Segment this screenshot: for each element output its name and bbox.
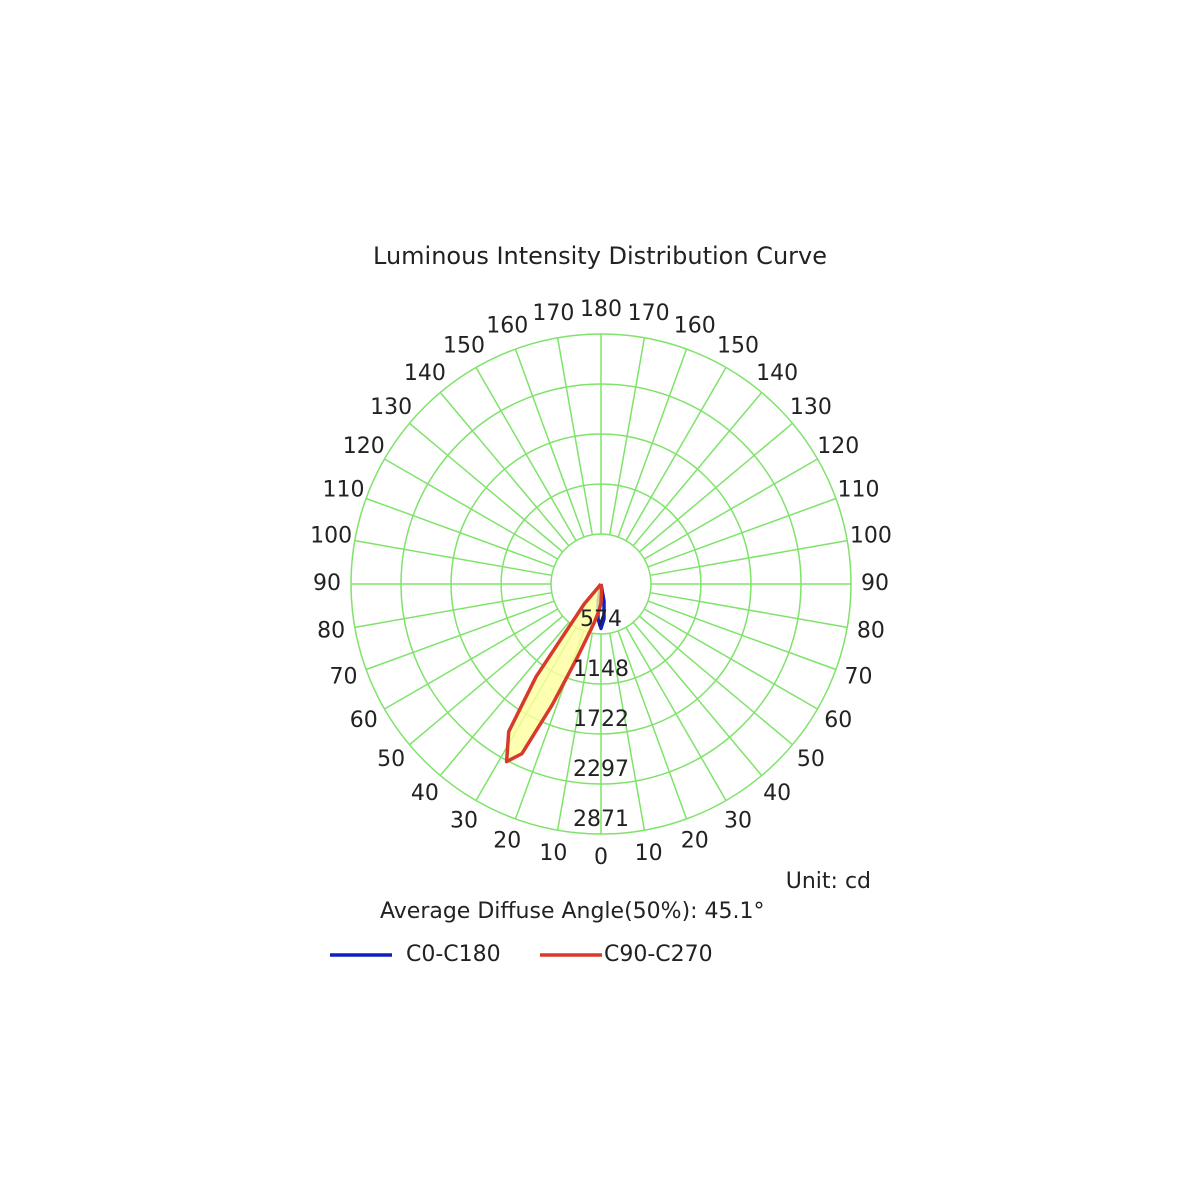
grid-spoke xyxy=(638,422,793,553)
angle-label: 110 xyxy=(323,477,365,502)
grid-spoke xyxy=(365,600,555,671)
annotation: Average Diffuse Angle(50%): 45.1° xyxy=(380,899,765,924)
angle-label: 180 xyxy=(580,297,622,322)
angle-label: 30 xyxy=(724,808,752,833)
angle-label: 30 xyxy=(450,808,478,833)
angle-label: 10 xyxy=(539,841,567,866)
angle-label: 160 xyxy=(486,314,528,339)
angle-label: 120 xyxy=(343,434,385,459)
angle-label: 150 xyxy=(717,334,759,359)
grid-spoke xyxy=(643,608,818,710)
r-tick-label: 574 xyxy=(580,607,622,632)
r-tick-label: 1722 xyxy=(573,707,629,732)
grid-spoke xyxy=(617,630,688,820)
grid-spoke xyxy=(650,539,848,577)
grid-spoke xyxy=(617,348,688,538)
grid-spoke xyxy=(650,591,848,629)
grid-spoke xyxy=(384,608,559,710)
grid-spoke xyxy=(625,367,727,542)
angle-label: 100 xyxy=(310,523,352,548)
angle-label: 90 xyxy=(313,571,341,596)
angle-label: 70 xyxy=(330,665,358,690)
angle-label: 60 xyxy=(350,708,378,733)
angle-label: 140 xyxy=(404,361,446,386)
grid-spoke xyxy=(556,337,594,535)
angle-label: 160 xyxy=(674,314,716,339)
grid-spoke xyxy=(514,348,585,538)
legend-label: C90-C270 xyxy=(604,942,713,967)
angle-label: 0 xyxy=(594,845,608,870)
angle-label: 100 xyxy=(850,523,892,548)
grid-spoke xyxy=(409,422,564,553)
angle-label: 80 xyxy=(317,619,345,644)
angle-label: 10 xyxy=(635,841,663,866)
grid-spoke xyxy=(647,600,837,671)
angle-label: 50 xyxy=(797,747,825,772)
unit-label: Unit: cd xyxy=(786,869,871,894)
grid-spoke xyxy=(439,621,570,776)
grid-spoke xyxy=(475,367,577,542)
angle-label: 170 xyxy=(628,301,670,326)
r-tick-label: 2297 xyxy=(573,757,629,782)
angle-label: 70 xyxy=(844,665,872,690)
angle-label: 90 xyxy=(861,571,889,596)
series-line xyxy=(504,582,604,764)
angle-label: 110 xyxy=(837,477,879,502)
grid-spoke xyxy=(556,633,594,831)
angle-label: 40 xyxy=(763,781,791,806)
grid-spoke xyxy=(439,392,570,547)
r-tick-label: 2871 xyxy=(573,807,629,832)
angle-label: 170 xyxy=(532,301,574,326)
legend-label: C0-C180 xyxy=(406,942,501,967)
angle-label: 20 xyxy=(493,828,521,853)
grid-spoke xyxy=(354,591,552,629)
grid-spoke xyxy=(638,615,793,746)
angle-label: 120 xyxy=(817,434,859,459)
grid-spoke xyxy=(643,458,818,560)
angle-label: 40 xyxy=(411,781,439,806)
grid-spoke xyxy=(625,626,727,801)
angle-label: 60 xyxy=(824,708,852,733)
grid-spoke xyxy=(647,497,837,568)
chart-title: Luminous Intensity Distribution Curve xyxy=(373,242,827,270)
grid-spoke xyxy=(632,392,763,547)
r-tick-label: 1148 xyxy=(573,657,629,682)
grid-spoke xyxy=(384,458,559,560)
grid-spoke xyxy=(354,539,552,577)
grid-spoke xyxy=(608,337,646,535)
grid-spoke xyxy=(365,497,555,568)
angle-label: 80 xyxy=(857,619,885,644)
grid-spoke xyxy=(608,633,646,831)
angle-label: 50 xyxy=(377,747,405,772)
angle-label: 130 xyxy=(790,395,832,420)
angle-label: 150 xyxy=(443,334,485,359)
angle-label: 140 xyxy=(756,361,798,386)
angle-label: 130 xyxy=(370,395,412,420)
grid-spoke xyxy=(632,621,763,776)
grid-spoke xyxy=(409,615,564,746)
angle-label: 20 xyxy=(681,828,709,853)
